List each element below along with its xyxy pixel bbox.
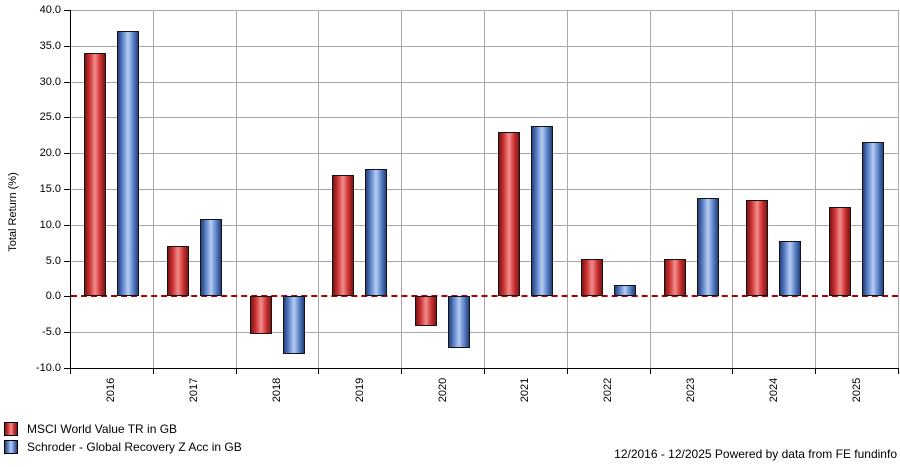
y-tick-mark [64,332,70,333]
bar-msci-world-value-2016[interactable] [84,53,106,296]
bar-schroder-global-recovery-2022[interactable] [614,285,636,296]
x-axis-year-label: 2018 [271,377,283,403]
gridline-vertical [236,10,237,368]
x-tick-mark [650,368,651,374]
gridline-vertical [318,10,319,368]
bar-msci-world-value-2020[interactable] [415,296,437,326]
x-tick-mark [70,368,71,374]
bar-msci-world-value-2021[interactable] [498,132,520,296]
y-tick-label: -5.0 [42,326,61,338]
gridline-vertical [650,10,651,368]
y-tick-label: 0.0 [45,290,61,302]
legend-item-schroder-global-recovery[interactable]: Schroder - Global Recovery Z Acc in GB [4,438,242,456]
x-tick-mark [236,368,237,374]
y-tick-mark [64,46,70,47]
bar-msci-world-value-2024[interactable] [746,200,768,296]
x-tick-mark [401,368,402,374]
bar-schroder-global-recovery-2019[interactable] [365,169,387,296]
y-tick-mark [64,261,70,262]
gridline-vertical [484,10,485,368]
x-axis-year-label: 2016 [105,377,117,403]
y-axis-line [70,10,71,369]
bar-schroder-global-recovery-2025[interactable] [862,142,884,296]
y-tick-mark [64,153,70,154]
x-axis-year-label: 2021 [519,377,531,403]
y-tick-label: 20.0 [39,147,61,159]
y-tick-mark [64,117,70,118]
bar-msci-world-value-2025[interactable] [829,207,851,296]
x-tick-mark [153,368,154,374]
gridline-vertical [815,10,816,368]
x-tick-mark [567,368,568,374]
bar-msci-world-value-2022[interactable] [581,259,603,296]
bar-schroder-global-recovery-2017[interactable] [200,219,222,296]
y-tick-mark [64,296,70,297]
x-axis-year-label: 2017 [188,377,200,403]
x-axis-year-label: 2020 [437,377,449,403]
legend: MSCI World Value TR in GB Schroder - Glo… [4,420,242,456]
y-tick-label: 25.0 [39,111,61,123]
gridline-vertical [401,10,402,368]
gridline-vertical [153,10,154,368]
legend-swatch-red [4,422,18,436]
y-tick-mark [64,368,70,369]
y-axis-title: Total Return (%) [7,172,19,252]
y-tick-label: 30.0 [39,76,61,88]
x-tick-mark [815,368,816,374]
x-axis-year-label: 2019 [354,377,366,403]
y-tick-mark [64,189,70,190]
gridline-vertical [567,10,568,368]
y-tick-mark [64,225,70,226]
y-tick-label: 15.0 [39,183,61,195]
bar-schroder-global-recovery-2024[interactable] [779,241,801,296]
zero-baseline [71,295,898,297]
bar-msci-world-value-2023[interactable] [664,259,686,296]
x-axis-line [70,368,899,369]
y-tick-label: 35.0 [39,40,61,52]
x-tick-mark [898,368,899,374]
gridline-vertical [732,10,733,368]
x-tick-mark [318,368,319,374]
bar-schroder-global-recovery-2018[interactable] [283,296,305,354]
bar-msci-world-value-2017[interactable] [167,246,189,296]
bar-schroder-global-recovery-2021[interactable] [531,126,553,296]
bar-msci-world-value-2018[interactable] [250,296,272,334]
y-tick-label: 40.0 [39,4,61,16]
bar-msci-world-value-2019[interactable] [332,175,354,296]
y-tick-mark [64,10,70,11]
y-tick-mark [64,82,70,83]
bar-schroder-global-recovery-2023[interactable] [697,198,719,296]
legend-label-msci-world-value: MSCI World Value TR in GB [27,422,178,436]
y-tick-label: 5.0 [45,255,61,267]
gridline-vertical [898,10,899,368]
legend-label-schroder-global-recovery: Schroder - Global Recovery Z Acc in GB [27,440,242,454]
x-axis-year-label: 2022 [602,377,614,403]
x-tick-mark [484,368,485,374]
y-tick-label: 10.0 [39,219,61,231]
bar-schroder-global-recovery-2016[interactable] [117,31,139,296]
x-axis-year-label: 2023 [685,377,697,403]
x-axis-year-label: 2024 [768,377,780,403]
bar-schroder-global-recovery-2020[interactable] [448,296,470,348]
y-tick-label: -10.0 [35,362,61,374]
x-tick-mark [732,368,733,374]
x-axis-year-label: 2025 [851,377,863,403]
date-range-attribution: 12/2016 - 12/2025 Powered by data from F… [614,447,897,461]
legend-item-msci-world-value[interactable]: MSCI World Value TR in GB [4,420,242,438]
legend-swatch-blue [4,440,18,454]
